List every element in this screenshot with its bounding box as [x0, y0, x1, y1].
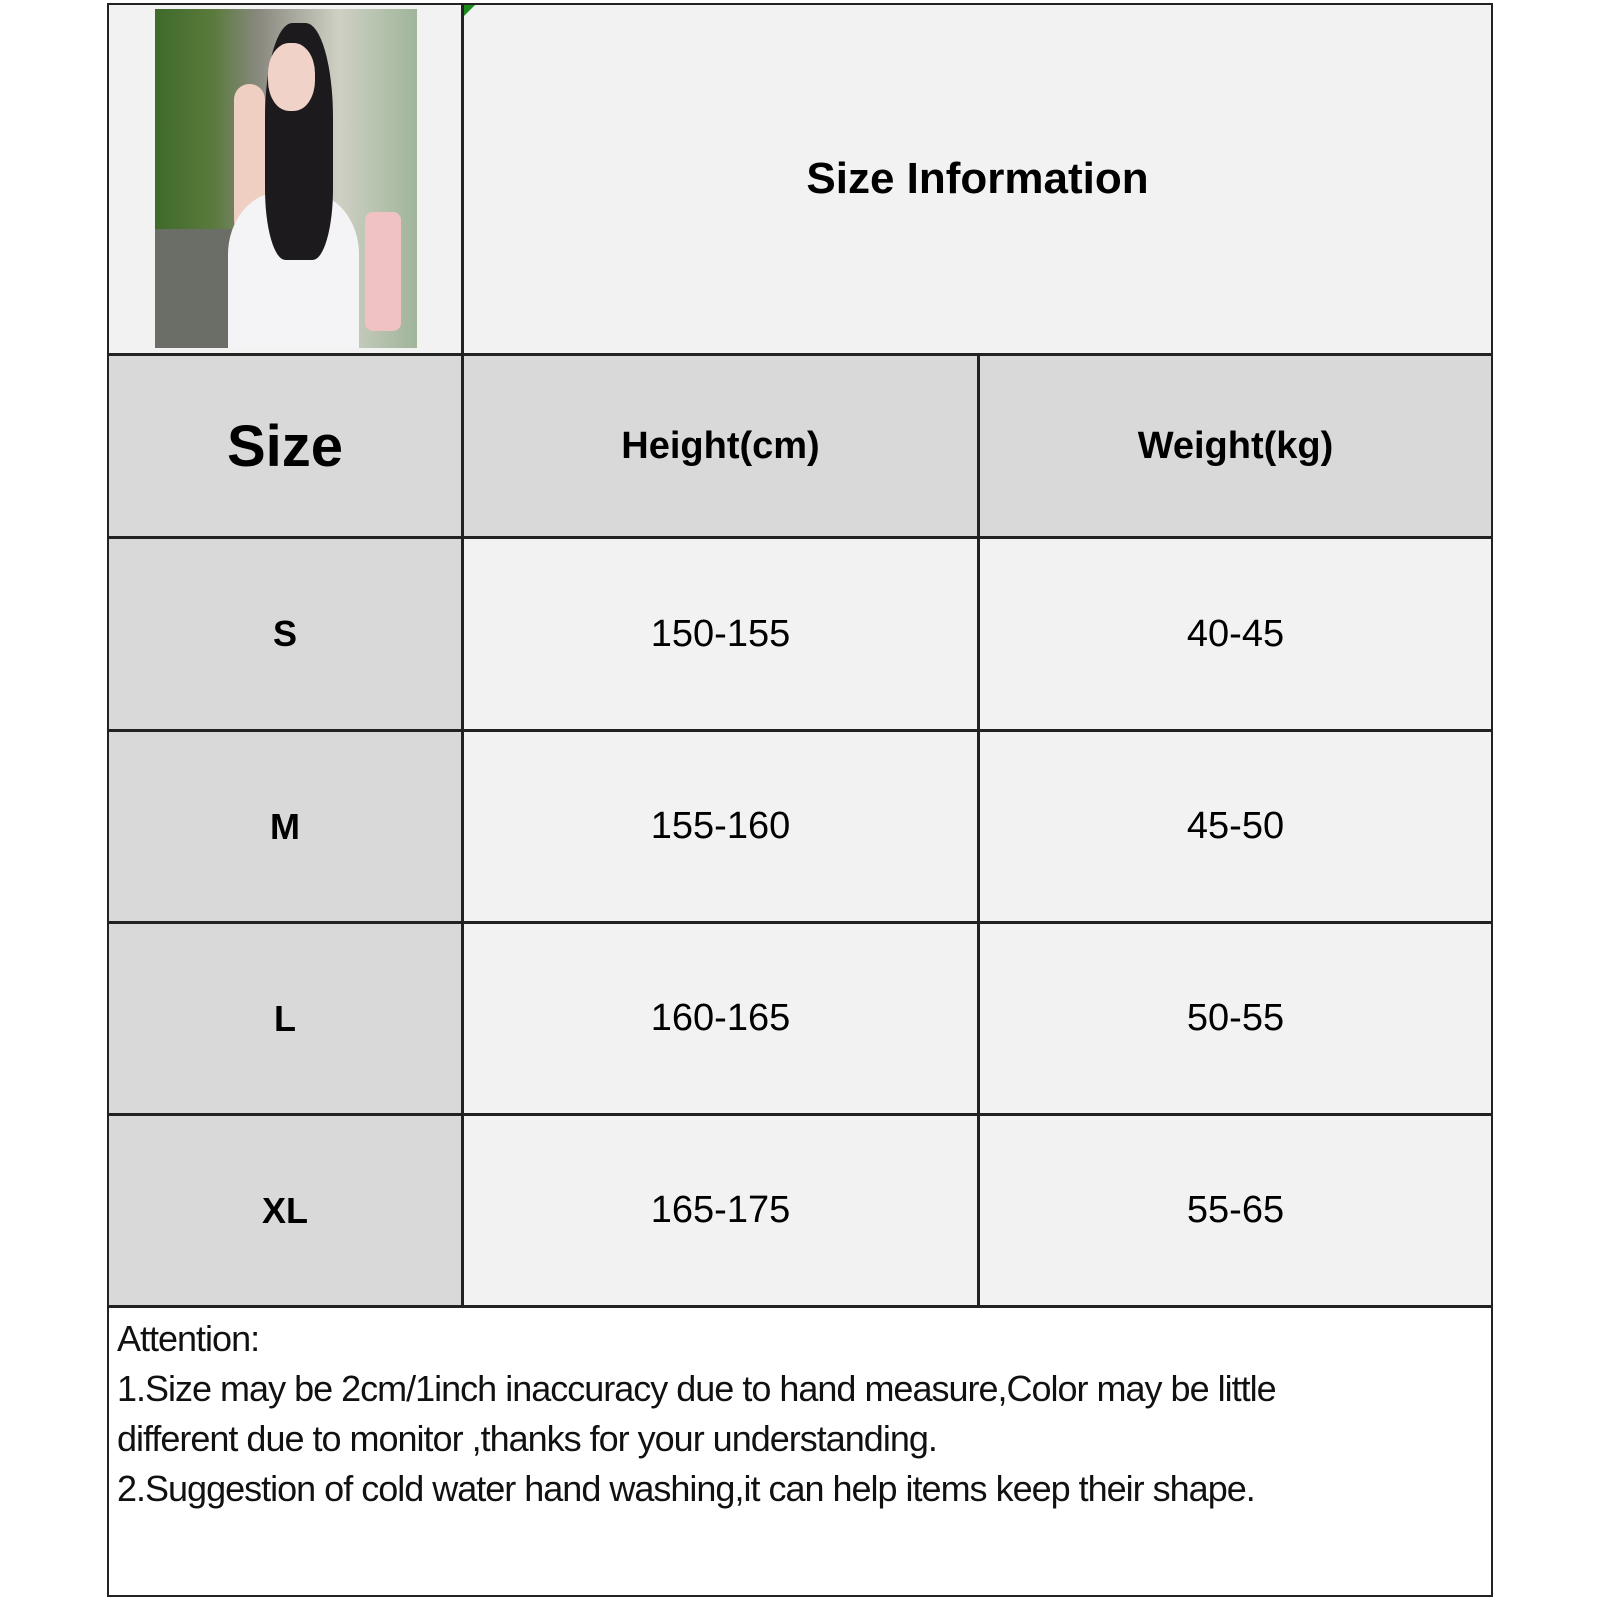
header-height: Height(cm) [464, 356, 977, 536]
table-row-weight: 40-45 [980, 539, 1491, 729]
title-cell: Size Information [464, 5, 1491, 353]
divider [461, 5, 464, 1308]
table-row-size: M [109, 732, 461, 921]
table-row-size: S [109, 539, 461, 729]
divider [109, 536, 1491, 539]
table-row-size: L [109, 924, 461, 1113]
product-photo [155, 9, 417, 348]
divider [977, 353, 980, 1308]
header-size: Size [109, 356, 461, 536]
divider [109, 353, 1491, 356]
table-row-height: 160-165 [464, 924, 977, 1113]
divider [109, 921, 1491, 924]
note-line: 1.Size may be 2cm/1inch inaccuracy due t… [117, 1368, 1277, 1409]
page-title: Size Information [806, 154, 1149, 203]
table-row-height: 150-155 [464, 539, 977, 729]
header-weight: Weight(kg) [980, 356, 1491, 536]
table-row-size: XL [109, 1116, 461, 1305]
divider [109, 1305, 1491, 1308]
note-line: different due to monitor ,thanks for you… [117, 1418, 938, 1459]
divider [109, 729, 1491, 732]
cell-marker [463, 5, 475, 17]
notes-heading: Attention: [117, 1318, 260, 1359]
table-row-height: 165-175 [464, 1116, 977, 1305]
product-photo-cell [109, 5, 461, 353]
table-row-weight: 50-55 [980, 924, 1491, 1113]
divider [109, 1113, 1491, 1116]
attention-notes: Attention: 1.Size may be 2cm/1inch inacc… [109, 1308, 1491, 1595]
table-row-height: 155-160 [464, 732, 977, 921]
table-row-weight: 45-50 [980, 732, 1491, 921]
table-row-weight: 55-65 [980, 1116, 1491, 1305]
size-chart: Size Information Size Height(cm) Weight(… [107, 3, 1493, 1597]
note-line: 2.Suggestion of cold water hand washing,… [117, 1468, 1256, 1509]
